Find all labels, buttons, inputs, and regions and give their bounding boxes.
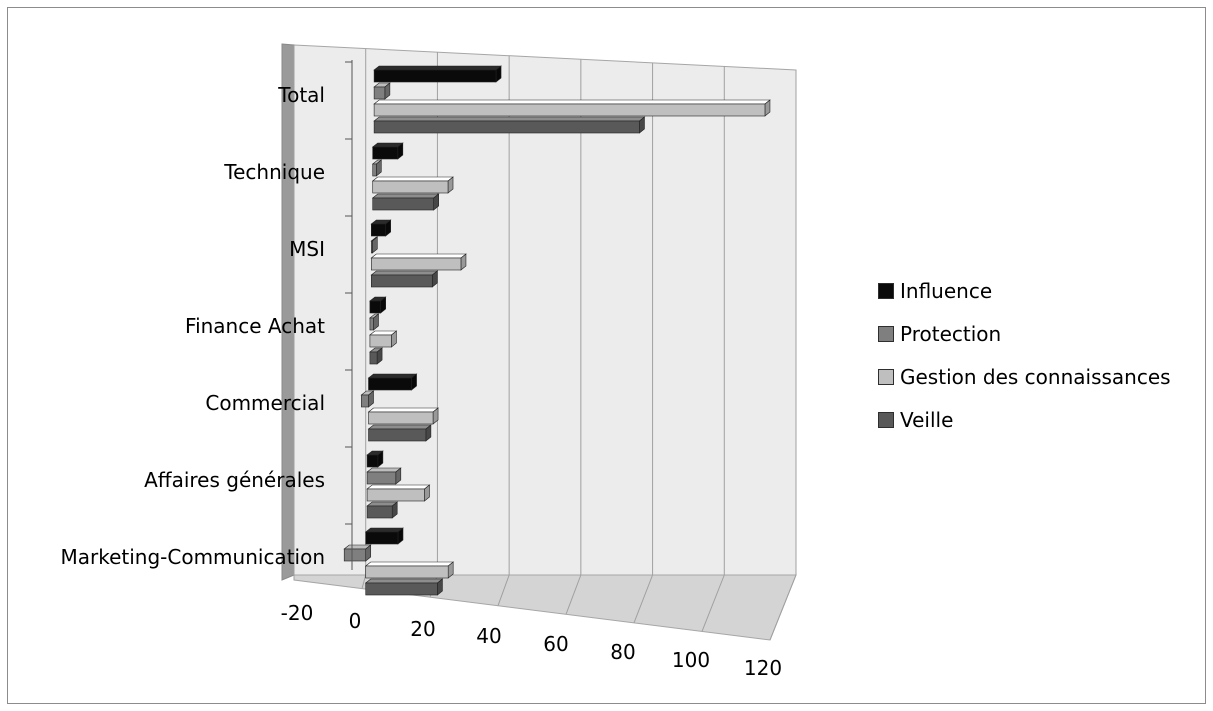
bar-gestion-des-connaissances-4 xyxy=(371,257,462,271)
x-tick-label: 80 xyxy=(610,640,635,664)
bar-veille-1 xyxy=(366,505,393,519)
bar-influence-4 xyxy=(371,223,386,237)
category-label: Finance Achat xyxy=(185,314,325,338)
x-tick-label: 40 xyxy=(476,624,501,648)
bar-protection-5 xyxy=(372,163,377,177)
bar-gestion-des-connaissances-1 xyxy=(366,488,425,502)
bar-top xyxy=(370,253,467,259)
legend-swatch-protection xyxy=(878,325,894,342)
bar-protection-6 xyxy=(373,86,386,100)
legend-swatch-gestion xyxy=(878,368,894,385)
bar-influence-6 xyxy=(373,69,497,83)
bar-veille-0 xyxy=(365,582,438,596)
x-tick-label: 20 xyxy=(410,617,435,641)
x-tick-label: 120 xyxy=(744,656,782,680)
floor-gridline xyxy=(769,574,797,641)
bar-gestion-des-connaissances-3 xyxy=(369,334,392,348)
bar-top xyxy=(367,407,439,413)
chart-legend: Influence Protection Gestion des connais… xyxy=(878,276,1171,448)
floor-gridline xyxy=(361,574,367,589)
category-label: Total xyxy=(277,83,325,107)
legend-item-protection: Protection xyxy=(878,319,1171,348)
bar-influence-5 xyxy=(372,146,399,160)
bar-gestion-des-connaissances-2 xyxy=(368,411,434,425)
bar-veille-3 xyxy=(369,351,378,365)
chart-frame xyxy=(7,7,1206,704)
bar-veille-6 xyxy=(373,120,640,134)
bar-influence-3 xyxy=(369,300,381,314)
floor-gridline xyxy=(565,574,582,615)
bar-top xyxy=(373,65,502,71)
legend-swatch-influence xyxy=(878,282,894,299)
bar-protection-3 xyxy=(369,317,374,331)
bar-gestion-des-connaissances-5 xyxy=(372,180,449,194)
floor-gridline xyxy=(497,574,510,606)
legend-swatch-veille xyxy=(878,411,894,428)
bar-veille-5 xyxy=(372,197,434,211)
legend-item-influence: Influence xyxy=(878,276,1171,305)
bar-gestion-des-connaissances-6 xyxy=(373,103,766,117)
bar-top xyxy=(366,484,431,490)
floor-gridline xyxy=(633,574,654,624)
bar-top xyxy=(366,467,402,473)
bar-protection-4 xyxy=(371,240,373,254)
bar-top xyxy=(364,561,455,567)
bar-protection-2 xyxy=(361,394,369,408)
legend-label-influence: Influence xyxy=(900,278,993,303)
floor-gridline xyxy=(701,574,725,632)
bar-top xyxy=(367,424,432,430)
bar-top xyxy=(371,193,440,199)
bar-protection-1 xyxy=(366,471,397,485)
bar-top xyxy=(373,116,646,122)
legend-label-protection: Protection xyxy=(900,321,1002,346)
bar-protection-0 xyxy=(343,548,367,562)
side-wall xyxy=(281,43,295,581)
legend-label-veille: Veille xyxy=(900,407,954,432)
category-label: Commercial xyxy=(205,391,325,415)
category-label: Marketing-Communication xyxy=(60,545,325,569)
bar-veille-2 xyxy=(368,428,427,442)
bar-top xyxy=(367,373,418,379)
bar-top xyxy=(371,176,454,182)
category-label: Affaires générales xyxy=(144,468,325,492)
bar-top xyxy=(364,527,404,533)
legend-item-gestion: Gestion des connaissances xyxy=(878,362,1171,391)
x-tick-label: 100 xyxy=(672,648,710,672)
category-label: MSI xyxy=(289,237,325,261)
bar-veille-4 xyxy=(371,274,433,288)
legend-item-veille: Veille xyxy=(878,405,1171,434)
bar-gestion-des-connaissances-0 xyxy=(365,565,449,579)
bar-top xyxy=(373,99,771,105)
legend-label-gestion: Gestion des connaissances xyxy=(900,364,1171,389)
x-tick-label: 0 xyxy=(349,609,362,633)
bar-influence-1 xyxy=(366,454,379,468)
category-label: Technique xyxy=(223,160,325,184)
x-tick-label: -20 xyxy=(281,601,314,625)
bar-top xyxy=(370,270,439,276)
x-tick-label: 60 xyxy=(543,632,568,656)
bar-influence-0 xyxy=(365,531,399,545)
bar-top xyxy=(364,578,444,584)
bar-influence-2 xyxy=(368,377,412,391)
